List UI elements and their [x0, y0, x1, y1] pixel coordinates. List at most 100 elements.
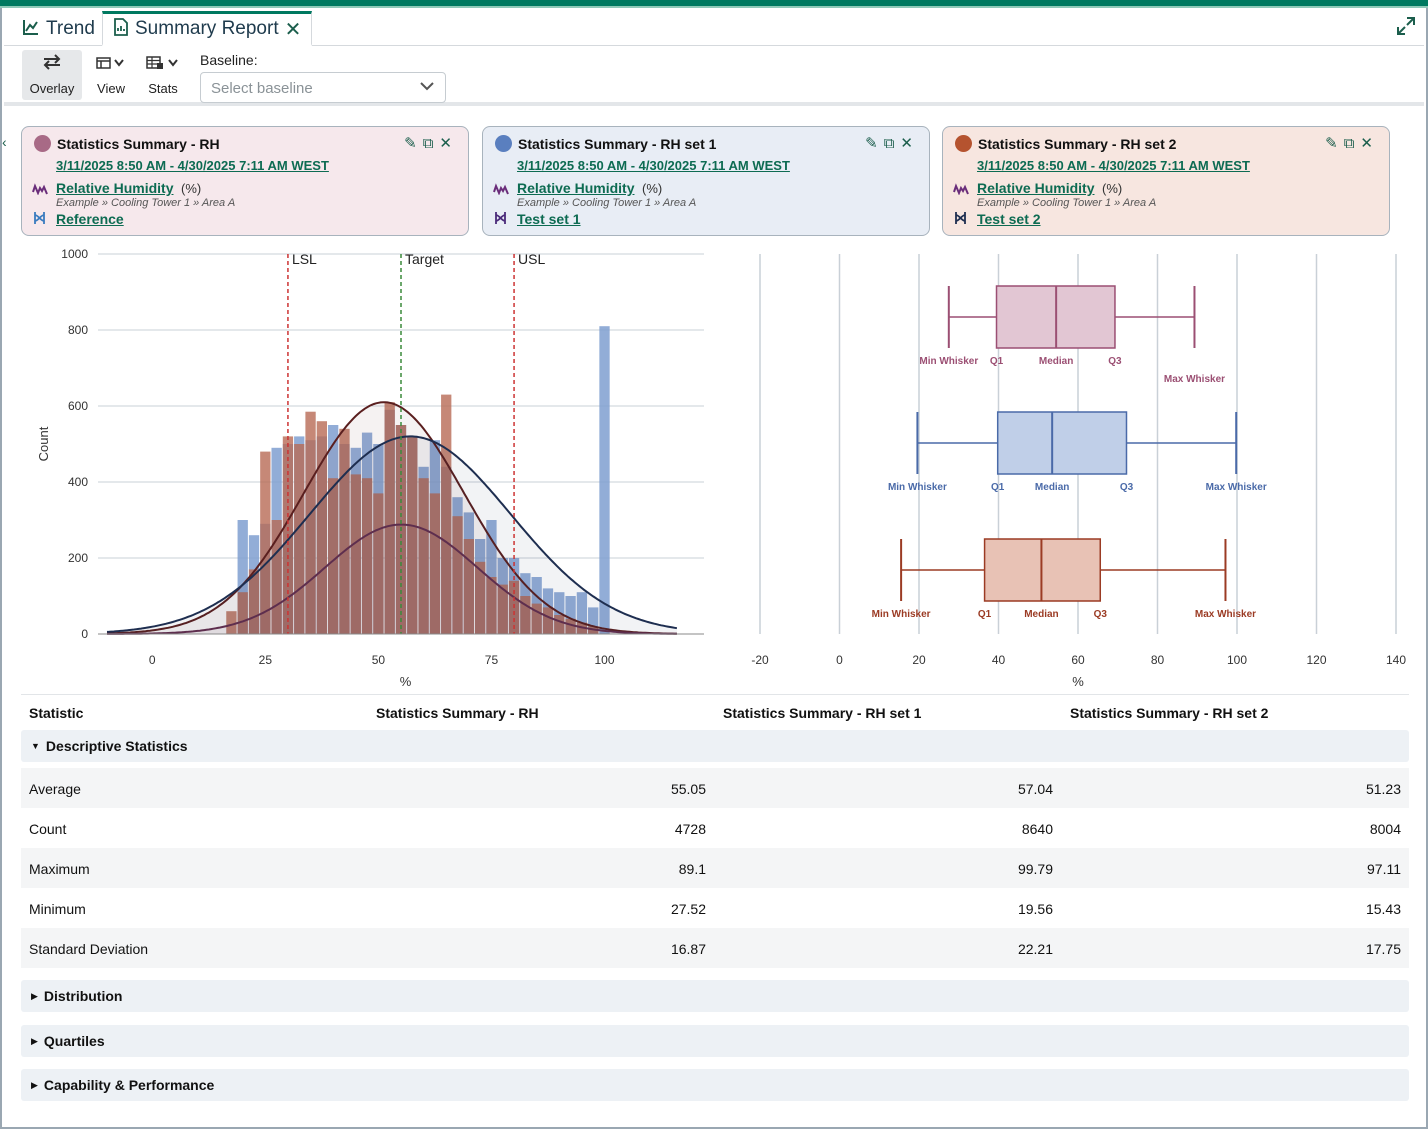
expand-icon[interactable]: [1396, 16, 1416, 42]
tab-trend[interactable]: Trend: [12, 12, 105, 46]
series-color-dot: [955, 135, 972, 152]
row-value: 89.1: [678, 861, 706, 877]
histogram-bar: [565, 618, 576, 634]
box-label: Max Whisker: [1164, 374, 1225, 385]
table-row: Maximum 89.1 99.79 97.11: [21, 848, 1409, 888]
y-tick-label: 400: [68, 475, 88, 489]
card-signal-name[interactable]: Relative Humidity: [56, 180, 174, 196]
section-distribution[interactable]: ▶ Distribution: [21, 980, 1409, 1012]
card-date-range[interactable]: 3/11/2025 8:50 AM - 4/30/2025 7:11 AM WE…: [977, 158, 1250, 173]
histogram-bar: [328, 478, 339, 634]
close-icon[interactable]: ✕: [439, 135, 458, 152]
card-asset-path: Example » Cooling Tower 1 » Area A: [56, 197, 236, 209]
histogram-bar: [373, 493, 384, 634]
card-signal-name[interactable]: Relative Humidity: [977, 180, 1095, 196]
edit-pencil-icon[interactable]: ✎: [1325, 135, 1344, 152]
baseline-select[interactable]: Select baseline: [200, 72, 446, 103]
section-quartiles[interactable]: ▶ Quartiles: [21, 1025, 1409, 1057]
histogram-bar: [441, 394, 452, 634]
section-label: Distribution: [43, 988, 123, 1004]
close-tab-icon[interactable]: ✕: [284, 18, 302, 41]
column-header-rh[interactable]: Statistics Summary - RH: [376, 705, 539, 721]
box-label: Q3: [1094, 609, 1108, 620]
column-header-rh-set-1[interactable]: Statistics Summary - RH set 1: [723, 705, 922, 721]
card-actions: ✎⧉✕: [865, 134, 919, 152]
histogram-chart[interactable]: 0 200 400 600 800 1000 0 25 50 75 100 Count% LSL Targ…: [30, 244, 720, 692]
histogram-bar: [248, 569, 260, 634]
report-icon: [113, 17, 129, 41]
histogram-bar: [361, 478, 373, 634]
distribution-area: [107, 402, 677, 634]
close-icon[interactable]: ✕: [1360, 135, 1379, 152]
y-axis-label: Count: [36, 426, 51, 461]
summary-card-rh[interactable]: Statistics Summary - RH ✎⧉✕ 3/11/2025 8:…: [21, 126, 469, 236]
section-capability-performance[interactable]: ▶ Capability & Performance: [21, 1069, 1409, 1101]
toolbar: Overlay View Stats Baseline: Select base…: [2, 46, 1424, 150]
x-tick-label: 50: [372, 653, 386, 667]
card-signal-name[interactable]: Relative Humidity: [517, 180, 635, 196]
view-button[interactable]: View: [90, 50, 132, 100]
close-icon[interactable]: ✕: [900, 135, 919, 152]
table-row: Standard Deviation 16.87 22.21 17.75: [21, 928, 1409, 968]
row-value: 57.04: [1017, 781, 1053, 797]
view-label: View: [97, 80, 125, 96]
collapse-left-icon[interactable]: ‹: [2, 134, 7, 150]
signal-wave-icon: [493, 182, 509, 198]
duplicate-icon[interactable]: ⧉: [883, 135, 901, 152]
card-condition-name[interactable]: Test set 2: [977, 211, 1041, 227]
histogram-bar: [316, 421, 328, 634]
box-label: Q1: [978, 609, 992, 620]
overlay-label: Overlay: [29, 81, 75, 96]
card-signal-unit: (%): [1102, 181, 1123, 196]
histogram-bar: [305, 411, 316, 634]
row-value: 19.56: [1017, 901, 1053, 917]
swap-arrows-icon: [42, 54, 62, 75]
condition-icon: [494, 211, 506, 225]
histogram-bar: [339, 428, 350, 634]
histogram-bar: [531, 603, 542, 634]
condition-icon: [954, 211, 966, 225]
box-label: Min Whisker: [872, 609, 931, 620]
box-label: Max Whisker: [1206, 482, 1267, 493]
baseline-label: Baseline:: [200, 52, 258, 68]
caret-right-icon: ▶: [31, 1080, 38, 1090]
card-date-range[interactable]: 3/11/2025 8:50 AM - 4/30/2025 7:11 AM WE…: [56, 158, 329, 173]
section-label: Capability & Performance: [43, 1077, 215, 1093]
card-date-range[interactable]: 3/11/2025 8:50 AM - 4/30/2025 7:11 AM WE…: [517, 158, 790, 173]
reference-line-label: LSL: [292, 251, 317, 267]
row-value: 97.11: [1367, 861, 1401, 877]
card-condition-name[interactable]: Test set 1: [517, 211, 581, 227]
x-axis-label: %: [400, 674, 412, 689]
card-asset-path: Example » Cooling Tower 1 » Area A: [517, 197, 697, 209]
edit-pencil-icon[interactable]: ✎: [404, 135, 423, 152]
stats-button[interactable]: Stats: [142, 50, 184, 100]
box-label: Q1: [991, 482, 1005, 493]
box-label: Min Whisker: [919, 356, 978, 367]
histogram-bar: [260, 451, 271, 634]
x-tick-label: 120: [1306, 653, 1326, 667]
histogram-bar: [418, 478, 429, 634]
y-tick-label: 800: [68, 323, 88, 337]
overlay-button[interactable]: Overlay: [22, 50, 82, 100]
summary-card-rh-set-1[interactable]: Statistics Summary - RH set 1 ✎⧉✕ 3/11/2…: [482, 126, 930, 236]
table-header: Statistic Statistics Summary - RH Statis…: [21, 694, 1409, 730]
top-accent-bar: [0, 0, 1428, 8]
histogram-bar: [474, 561, 486, 634]
box-plot-chart[interactable]: -20 0 20 40 60 80 100 120 140% Min Whisker Q1 Media…: [720, 244, 1420, 692]
row-label: Maximum: [29, 861, 90, 877]
reference-line-label: USL: [518, 251, 545, 267]
x-tick-label: 0: [836, 653, 843, 667]
card-condition-name[interactable]: Reference: [56, 211, 124, 227]
condition-icon: [33, 211, 45, 225]
histogram-bar: [463, 539, 474, 634]
section-descriptive-statistics[interactable]: ▼ Descriptive Statistics: [21, 730, 1409, 762]
column-header-rh-set-2[interactable]: Statistics Summary - RH set 2: [1070, 705, 1269, 721]
table-row: Count 4728 8640 8004: [21, 808, 1409, 848]
tab-summary-report[interactable]: Summary Report ✕: [102, 11, 313, 46]
edit-pencil-icon[interactable]: ✎: [865, 135, 884, 152]
duplicate-icon[interactable]: ⧉: [1343, 135, 1361, 152]
duplicate-icon[interactable]: ⧉: [422, 135, 440, 152]
distribution-curve: [107, 523, 677, 635]
summary-card-rh-set-2[interactable]: Statistics Summary - RH set 2 ✎⧉✕ 3/11/2…: [942, 126, 1390, 236]
x-tick-label: 40: [992, 653, 1006, 667]
